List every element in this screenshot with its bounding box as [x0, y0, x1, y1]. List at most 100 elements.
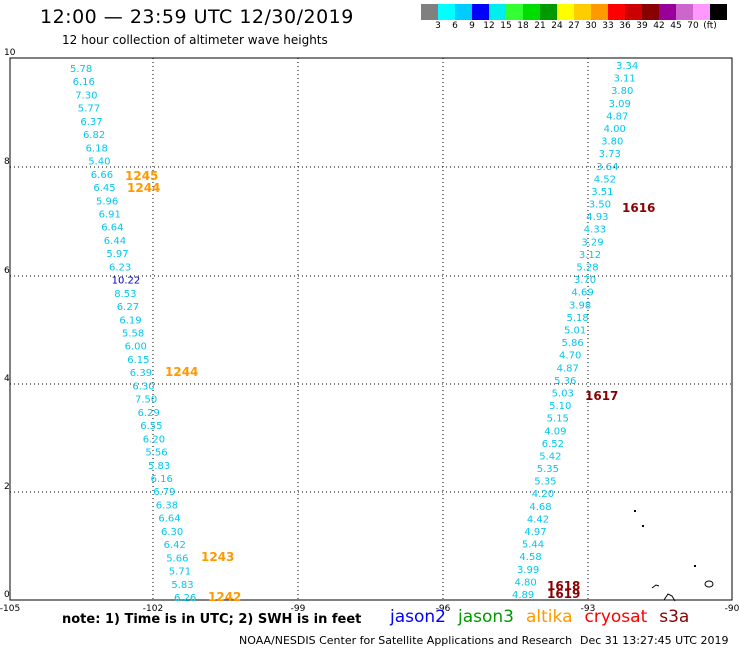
pass-time-label: 1619 [547, 587, 580, 601]
wave-height-value: 4.09 [544, 426, 566, 437]
wave-height-value: 6.52 [542, 439, 564, 450]
wave-height-value: 5.40 [88, 157, 110, 168]
wave-height-value: 6.30 [161, 527, 183, 538]
color-scale-label: 24 [551, 21, 563, 31]
wave-height-value: 5.77 [78, 104, 100, 115]
pass-time-label: 1242 [208, 590, 241, 604]
wave-height-value: 5.15 [547, 414, 569, 425]
wave-height-value: 6.29 [138, 408, 160, 419]
wave-height-value: 6.64 [158, 514, 180, 525]
wave-height-value: 6.15 [127, 355, 149, 366]
y-tick-label: 0 [4, 590, 10, 600]
color-scale-swatch [472, 4, 489, 20]
wave-height-value: 4.70 [559, 351, 581, 362]
coastline-segment [651, 584, 660, 589]
pass-time-label: 1245 [125, 169, 158, 183]
wave-height-value: 5.83 [171, 580, 193, 591]
wave-height-value: 3.70 [574, 275, 596, 286]
wave-height-value: 6.79 [153, 487, 175, 498]
wave-height-value: 6.16 [151, 474, 173, 485]
color-scale-labels: 3 6 9 12 15 18 21 24 27 30 33 36 39 42 45 70 (ft) [421, 21, 740, 33]
color-scale-label: 18 [517, 21, 529, 31]
color-scale-swatch [421, 4, 438, 20]
wave-height-value: 5.86 [562, 338, 584, 349]
color-scale-swatch [710, 4, 727, 20]
coastline [634, 510, 714, 602]
map-frame [9, 57, 733, 601]
color-scale-swatch [455, 4, 472, 20]
wave-height-value: 7.50 [135, 395, 157, 406]
wave-height-value: 6.18 [86, 143, 108, 154]
wave-height-value: 6.30 [132, 381, 154, 392]
units-note: note: 1) Time is in UTC; 2) SWH is in fe… [62, 612, 362, 627]
wave-height-value: 4.42 [527, 514, 549, 525]
wave-height-value: 4.58 [519, 552, 541, 563]
wave-height-value: 5.28 [576, 263, 598, 274]
color-scale-swatch [642, 4, 659, 20]
wave-height-value: 6.00 [125, 342, 147, 353]
left-track: 5.78 6.16 7.30 5.77 6.37 6.82 6.18 5.40 6.66 6.45… [70, 64, 196, 604]
wave-height-value: 6.42 [164, 540, 186, 551]
wave-height-value: 3.51 [591, 187, 613, 198]
wave-height-value: 6.26 [174, 593, 196, 604]
y-tick-label: 10 [4, 48, 16, 58]
color-scale-swatch [659, 4, 676, 20]
wave-height-value: 4.80 [514, 577, 536, 588]
wave-height-value: 6.91 [99, 209, 121, 220]
color-scale-label: 30 [585, 21, 597, 31]
wave-height-value: 5.03 [552, 388, 574, 399]
color-scale-label: 21 [534, 21, 546, 31]
wave-height-value: 4.00 [604, 124, 626, 135]
color-scale-swatch [676, 4, 693, 20]
axis-ticks: -105 -102 -99 -96 -93 -90 0 2 4 6 8 10 [0, 48, 740, 614]
x-tick-label: -99 [291, 604, 306, 614]
wave-height-value: 5.36 [554, 376, 576, 387]
wave-height-value: 5.56 [145, 448, 167, 459]
color-scale-label: 27 [568, 21, 580, 31]
island-dot [634, 510, 636, 512]
color-scale-swatch [438, 4, 455, 20]
wave-height-value: 6.27 [117, 302, 139, 313]
wave-height-value: 3.12 [579, 250, 601, 261]
wave-height-value: 4.33 [584, 225, 606, 236]
wave-height-value: 4.97 [524, 527, 546, 538]
wave-height-value: 5.97 [106, 249, 128, 260]
legend-jason3: jason3 [458, 607, 514, 627]
y-tick-label: 2 [4, 482, 10, 492]
wave-height-value: 6.66 [91, 170, 113, 181]
wave-height-value: 4.68 [529, 502, 551, 513]
pass-time-label: 1243 [201, 550, 234, 564]
wave-height-value: 5.01 [564, 326, 586, 337]
y-tick-label: 8 [4, 157, 10, 167]
generated-timestamp: Dec 31 13:27:45 UTC 2019 [580, 634, 729, 647]
color-scale-swatch [540, 4, 557, 20]
color-scale-swatch [506, 4, 523, 20]
color-scale-swatch [489, 4, 506, 20]
wave-height-value: 3.73 [599, 149, 621, 160]
color-scale-swatch [608, 4, 625, 20]
wave-height-value: 6.23 [109, 262, 131, 273]
wave-height-value: 5.18 [566, 313, 588, 324]
wave-height-value: 5.58 [122, 329, 144, 340]
x-tick-label: -96 [436, 604, 451, 614]
color-scale-swatch [557, 4, 574, 20]
wave-height-value: 3.11 [614, 74, 636, 85]
wave-height-value: 3.29 [581, 237, 603, 248]
pass-time-label: 1244 [165, 365, 198, 379]
wave-height-value: 6.16 [73, 77, 95, 88]
wave-height-value: 6.44 [104, 236, 126, 247]
color-scale-label: 9 [469, 21, 475, 31]
y-tick-label: 4 [4, 374, 10, 384]
wave-height-value: 5.42 [539, 451, 561, 462]
wave-height-value: 6.37 [80, 117, 102, 128]
wave-height-value: 5.78 [70, 64, 92, 75]
wave-height-value: 4.69 [571, 288, 593, 299]
color-scale-label: (ft) [703, 21, 717, 31]
wave-height-value: 6.64 [101, 223, 123, 234]
color-scale-label: 15 [500, 21, 512, 31]
wave-height-value: 4.89 [512, 590, 534, 601]
credit-line: NOAA/NESDIS Center for Satellite Applica… [239, 634, 573, 647]
wave-height-value: 6.19 [119, 315, 141, 326]
